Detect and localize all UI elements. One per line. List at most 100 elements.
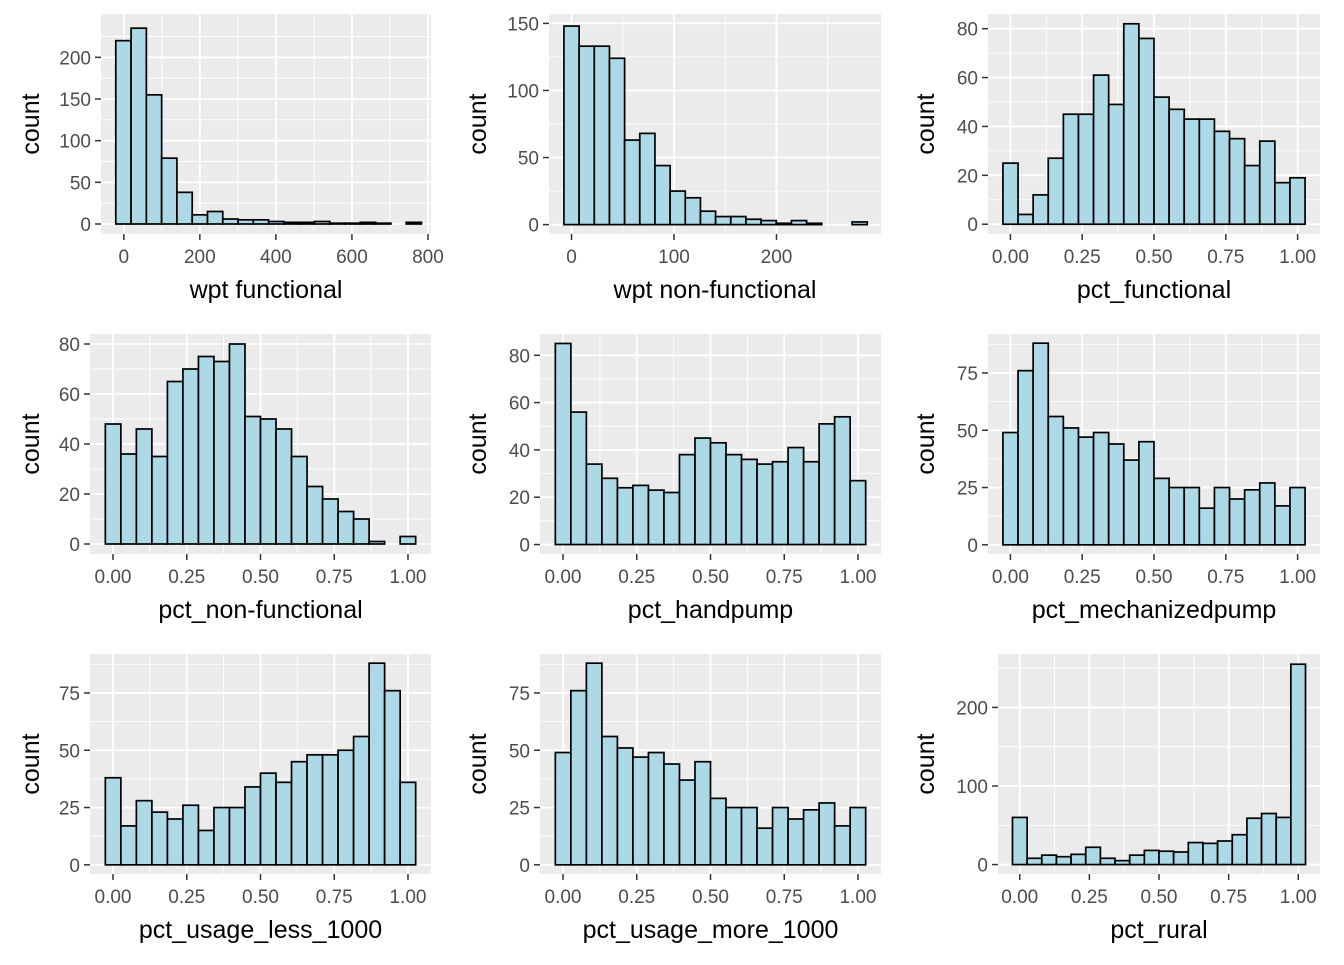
histogram-bar [1216,840,1234,866]
histogram-bar [1260,812,1278,866]
histogram-bar [1274,181,1291,226]
y-tick-label: 0 [519,856,530,877]
histogram-bar [1183,486,1201,546]
x-tick-label: 800 [412,247,444,268]
histogram-bar [678,453,696,546]
x-tick-label: 0.75 [1207,567,1244,588]
y-tick-label: 25 [957,479,978,500]
y-tick-label: 75 [509,684,530,705]
histogram-bar [1077,113,1095,226]
histogram-bar [1011,816,1028,866]
histogram-bar [213,360,231,545]
y-tick-label: 0 [69,856,80,877]
histogram-bar [206,210,224,225]
histogram-panel-3: 0.00 0.25 0.50 0.75 1.00 0 20 40 60 80 pct_functio… [912,14,1320,304]
x-tick-label: 0.75 [766,887,803,908]
histogram-bar [1092,431,1110,546]
x-tick-label: 0.50 [1136,247,1173,268]
x-tick-label: 100 [658,247,690,268]
histogram-bar [740,458,758,546]
y-tick-label: 0 [519,536,530,557]
histogram-bar [1017,213,1034,226]
x-tick-label: 0.50 [1141,887,1178,908]
histogram-bar [833,415,851,546]
y-tick-label: 25 [509,799,530,820]
histogram-bar [135,799,153,866]
histogram-bar [145,93,163,225]
histogram-bar [790,219,808,226]
y-tick-label: 150 [507,14,539,35]
histogram-bar [252,218,270,225]
histogram-bar [1055,855,1072,866]
histogram-bar [298,221,316,225]
y-tick-label: 150 [59,90,91,111]
y-axis-title: count [17,733,45,794]
histogram-bar [714,215,732,226]
x-tick-label: 0.50 [692,567,729,588]
histogram-bar [306,753,324,866]
y-tick-label: 50 [59,741,80,762]
y-axis-title: count [912,413,940,474]
histogram-bar [1213,130,1231,226]
histogram-bar [678,779,696,866]
histogram-bar [1002,162,1019,226]
x-tick-label: 0.00 [545,887,582,908]
histogram-bar [805,222,823,226]
histogram-bar [709,797,727,866]
y-tick-label: 20 [957,166,978,187]
histogram-bar [352,735,370,866]
histogram-bar [570,689,588,866]
histogram-bar [1017,369,1034,546]
histogram-bar [1040,854,1058,866]
histogram-bar [1198,118,1216,226]
y-tick-label: 60 [957,69,978,90]
histogram-bar [818,802,836,866]
y-axis-title: count [912,733,940,794]
histogram-bar [197,355,215,545]
y-axis-title: count [912,93,940,154]
x-axis-title: pct_usage_more_1000 [583,916,839,944]
histogram-bar [275,428,293,545]
histogram-bar [709,441,727,546]
histogram-bar [1047,415,1065,546]
histogram-bar [1168,108,1186,226]
histogram-bar [1062,113,1080,226]
histogram-bar [802,460,820,546]
y-tick-label: 20 [509,488,530,509]
x-tick-label: 0.50 [242,567,279,588]
histogram-bar [191,213,209,225]
histogram-bar [321,498,339,545]
histogram-bar [244,786,262,866]
histogram-bar [585,662,603,866]
histogram-bar [321,753,339,866]
histogram-bar [383,689,401,866]
histogram-bar [851,221,869,226]
histogram-bar [1138,37,1155,226]
y-tick-label: 20 [59,485,80,506]
histogram-bar [1275,816,1292,866]
histogram-panel-8: 0.00 0.25 0.50 0.75 1.00 0 25 50 75 pct_usage_mor… [464,654,881,944]
y-tick-label: 50 [70,173,91,194]
histogram-bar [337,510,355,545]
histogram-bar [818,423,836,546]
x-tick-label: 400 [260,247,292,268]
y-tick-label: 75 [59,684,80,705]
x-tick-label: 0 [566,247,577,268]
x-tick-label: 0.00 [545,567,582,588]
histogram-bar [802,808,820,866]
histogram-bar [283,221,301,225]
histogram-panel-6: 0.00 0.25 0.50 0.75 1.00 0 25 50 75 pct_mechanize… [912,334,1320,624]
histogram-bar [228,343,246,545]
histogram-bar [213,806,231,866]
x-tick-label: 1.00 [1280,887,1317,908]
histogram-panel-7: 0.00 0.25 0.50 0.75 1.00 0 25 50 75 pct_usage_les… [17,654,431,944]
y-axis-title: count [464,93,492,154]
x-tick-label: 1.00 [1279,567,1316,588]
histogram-bar [554,342,572,546]
x-tick-label: 0.25 [618,567,655,588]
y-tick-label: 80 [509,346,530,367]
x-tick-label: 0.50 [692,887,729,908]
x-tick-label: 0.25 [168,887,205,908]
x-tick-label: 1.00 [389,887,426,908]
histogram-bar [638,132,656,226]
